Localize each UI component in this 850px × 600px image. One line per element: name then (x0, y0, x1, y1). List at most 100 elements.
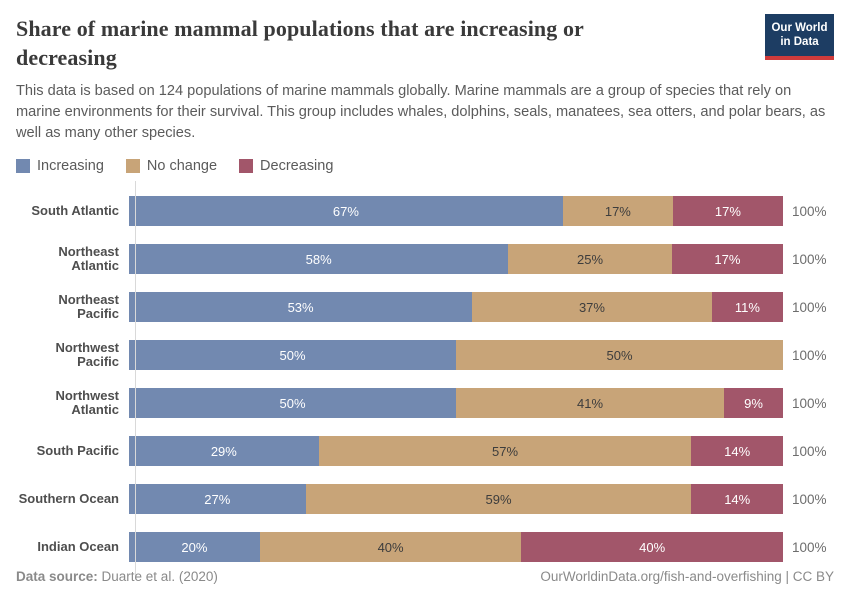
row-total-label: 100% (792, 299, 827, 315)
chart-row: South Pacific 29% 57% 14% 100% (16, 427, 834, 475)
legend-label: Increasing (37, 158, 104, 175)
legend-item-no-change: No change (125, 158, 218, 175)
segment-value-label: 25% (577, 251, 604, 267)
footer: Data source: Duarte et al. (2020) OurWor… (16, 569, 834, 584)
segment-value-label: 20% (181, 539, 208, 555)
chart-row: Northeast Atlantic 58% 25% 17% 100% (16, 235, 834, 283)
bar-segment-increasing[interactable]: 27% (129, 484, 306, 515)
segment-value-label: 11% (734, 299, 760, 315)
legend-item-decreasing: Decreasing (239, 158, 333, 174)
bar-segment-increasing[interactable]: 29% (129, 436, 319, 467)
stacked-bar: 27% 59% 14% (129, 484, 783, 515)
segment-value-label: 41% (577, 395, 604, 411)
row-total-label: 100% (792, 251, 827, 267)
segment-value-label: 14% (724, 443, 751, 459)
row-label: Northeast Pacific (58, 291, 119, 322)
row-label: South Atlantic (31, 203, 119, 219)
segment-value-label: 14% (724, 491, 751, 507)
row-label: Northeast Atlantic (58, 243, 119, 274)
bar-segment-increasing[interactable]: 50% (129, 340, 456, 371)
bar-segment-decreasing[interactable]: 14% (691, 436, 783, 467)
stacked-bar: 67% 17% 17% (129, 196, 783, 227)
legend-swatch (125, 159, 140, 174)
legend-swatch (16, 159, 30, 174)
bar-segment-decreasing[interactable]: 11% (711, 292, 783, 323)
segment-value-label: 53% (287, 299, 314, 315)
segment-value-label: 67% (332, 203, 359, 219)
bar-segment-increasing[interactable]: 53% (129, 292, 473, 323)
bar-segment-increasing[interactable]: 67% (129, 196, 563, 227)
row-total-label: 100% (792, 539, 827, 555)
legend: Increasing No change Decreasing (16, 158, 834, 174)
legend-swatch (239, 159, 254, 174)
segment-value-label: 50% (279, 395, 306, 411)
segment-value-label: 40% (639, 539, 666, 555)
row-total-label: 100% (792, 203, 827, 219)
bar-segment-no-change[interactable]: 17% (562, 196, 673, 227)
bar-segment-increasing[interactable]: 20% (129, 532, 260, 563)
bar-segment-decreasing[interactable]: 9% (724, 388, 783, 419)
row-label: Southern Ocean (18, 491, 119, 507)
row-label: Northwest Atlantic (55, 387, 119, 418)
row-total-label: 100% (792, 347, 827, 363)
y-axis-line (135, 181, 136, 580)
data-source-label: Data source: (16, 569, 98, 584)
bar-segment-no-change[interactable]: 25% (508, 244, 672, 275)
row-total-label: 100% (792, 491, 827, 507)
bar-segment-no-change[interactable]: 57% (318, 436, 692, 467)
segment-value-label: 17% (714, 203, 741, 219)
row-label: Indian Ocean (37, 539, 119, 555)
segment-value-label: 50% (606, 347, 633, 363)
stacked-bar: 58% 25% 17% (129, 244, 783, 275)
chart-row: Northwest Atlantic 50% 41% 9% 100% (16, 379, 834, 427)
stacked-bar: 53% 37% 11% (129, 292, 783, 323)
legend-item-increasing: Increasing (16, 158, 104, 174)
segment-value-label: 37% (578, 299, 605, 315)
segment-value-label: 57% (492, 443, 519, 459)
bar-segment-increasing[interactable]: 50% (129, 388, 456, 419)
credit-link[interactable]: OurWorldinData.org/fish-and-overfishing … (540, 569, 834, 584)
segment-value-label: 17% (714, 251, 741, 267)
bar-segment-decreasing[interactable]: 17% (672, 196, 783, 227)
bar-segment-no-change[interactable]: 40% (259, 532, 522, 563)
bar-segment-decreasing[interactable]: 14% (691, 484, 783, 515)
header: Share of marine mammal populations that … (16, 14, 834, 72)
bar-segment-no-change[interactable]: 37% (472, 292, 712, 323)
segment-value-label: 58% (305, 251, 332, 267)
segment-value-label: 59% (485, 491, 512, 507)
row-label: Northwest Pacific (55, 339, 119, 370)
stacked-bar: 50% 41% 9% (129, 388, 783, 419)
row-label: South Pacific (36, 443, 119, 459)
owid-logo-line2: in Data (780, 36, 819, 49)
owid-logo-line1: Our World (771, 22, 828, 34)
stacked-bar-chart: South Atlantic 67% 17% 17% 100% Northeast Atl… (16, 181, 834, 580)
bar-segment-no-change[interactable]: 50% (456, 340, 783, 371)
data-source: Data source: Duarte et al. (2020) (16, 569, 218, 584)
chart-row: Northeast Pacific 53% 37% 11% 100% (16, 283, 834, 331)
row-total-label: 100% (792, 443, 827, 459)
stacked-bar: 20% 40% 40% (129, 532, 783, 563)
chart-subtitle: This data is based on 124 populations of… (16, 83, 826, 141)
legend-label: Decreasing (260, 158, 334, 175)
chart-row: South Atlantic 67% 17% 17% 100% (16, 187, 834, 235)
segment-value-label: 50% (279, 347, 306, 363)
bar-segment-no-change[interactable]: 41% (456, 388, 725, 419)
bar-segment-decreasing[interactable]: 40% (521, 532, 783, 563)
segment-value-label: 27% (204, 491, 231, 507)
owid-logo: Our World in Data (765, 14, 834, 60)
bar-segment-increasing[interactable]: 58% (129, 244, 509, 275)
chart-row: Indian Ocean 20% 40% 40% 100% (16, 523, 834, 571)
segment-value-label: 17% (604, 203, 631, 219)
segment-value-label: 9% (744, 395, 763, 411)
stacked-bar: 50% 50% (129, 340, 783, 371)
legend-label: No change (146, 158, 218, 175)
chart-row: Southern Ocean 27% 59% 14% 100% (16, 475, 834, 523)
bar-segment-no-change[interactable]: 59% (305, 484, 692, 515)
chart-title: Share of marine mammal populations that … (16, 16, 584, 71)
bar-segment-decreasing[interactable]: 17% (671, 244, 783, 275)
data-source-value: Duarte et al. (2020) (97, 569, 218, 584)
stacked-bar: 29% 57% 14% (129, 436, 783, 467)
segment-value-label: 40% (377, 539, 404, 555)
chart-row: Northwest Pacific 50% 50% 100% (16, 331, 834, 379)
